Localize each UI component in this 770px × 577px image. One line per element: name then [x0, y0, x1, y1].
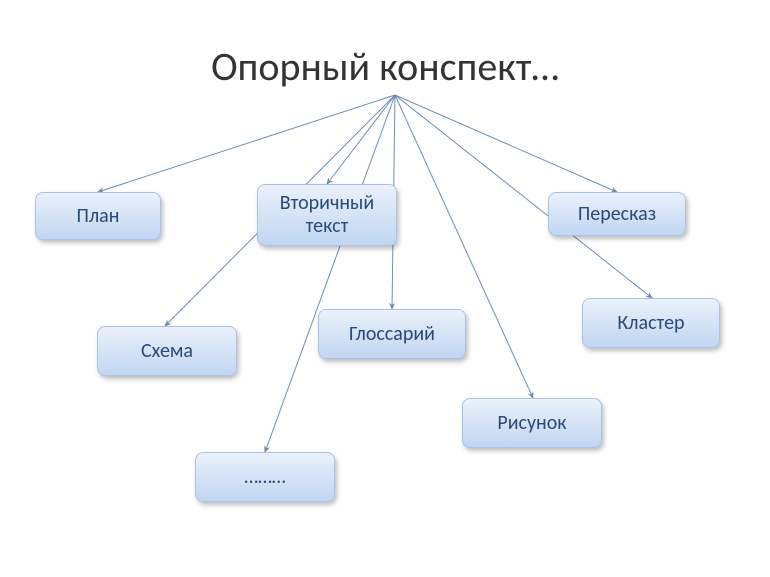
arrow-to-vtorich	[327, 95, 395, 184]
node-pereskaz: Пересказ	[548, 192, 686, 236]
arrow-to-plan	[98, 95, 395, 192]
node-label: Пересказ	[578, 203, 656, 226]
node-label: План	[77, 205, 120, 228]
node-schema: Схема	[97, 326, 237, 376]
arrow-to-pereskaz	[395, 95, 617, 192]
node-vtorich: Вторичныйтекст	[257, 184, 397, 246]
node-plan: План	[35, 192, 161, 240]
node-label: Глоссарий	[349, 323, 435, 346]
node-cluster: Кластер	[582, 298, 720, 348]
node-dots: ………	[195, 452, 335, 502]
node-label: Рисунок	[497, 412, 566, 435]
node-risunok: Рисунок	[462, 398, 602, 448]
arrow-to-dots	[265, 95, 395, 452]
node-label: Схема	[141, 340, 193, 363]
node-glossary: Глоссарий	[318, 309, 466, 359]
diagram-title: Опорный конспект…	[0, 42, 770, 91]
node-label: Вторичныйтекст	[280, 192, 374, 238]
node-label: Кластер	[617, 312, 684, 335]
node-label: ………	[244, 466, 285, 489]
